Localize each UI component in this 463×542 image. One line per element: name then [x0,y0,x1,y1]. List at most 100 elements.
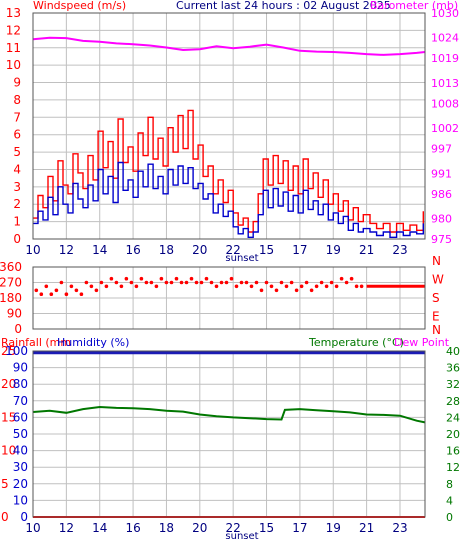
barometer-tick-0: 975 [431,233,452,246]
panel3-frame [32,350,426,518]
sunset-label-2: sunset [225,531,258,542]
direction-point-1 [39,292,44,297]
direction-point-38 [224,280,229,285]
windspeed-tick-10: 10 [6,58,21,72]
direction-point-4 [54,288,59,293]
direction-point-58 [324,284,329,289]
p1-x-label-3: 16 [125,243,140,257]
compass-label-4: N [432,323,441,337]
humidity-tick-10: 100 [5,344,28,358]
p1-x-label-8: 17 [292,243,307,257]
p3-x-label-10: 21 [359,521,374,535]
direction-point-11 [89,284,94,289]
direction-point-52 [294,288,299,293]
direction-point-35 [209,280,214,285]
windspeed-tick-3: 3 [13,180,21,194]
sunset-label-1: sunset [225,253,258,264]
windspeed-tick-4: 4 [13,162,21,176]
direction-point-17 [119,284,124,289]
direction-point-57 [319,280,324,285]
humidity-tick-3: 30 [13,460,28,474]
direction-point-47 [269,284,274,289]
windspeed-tick-12: 12 [6,23,21,37]
direction-point-45 [259,288,264,293]
p3-x-label-6: 22 [226,521,241,535]
direction-point-6 [64,292,69,297]
direction-point-12 [94,288,99,293]
compass-label-0: N [432,254,441,268]
temperature-tick-1: 4 [446,494,453,507]
direction-point-44 [254,280,259,285]
windspeed-tick-9: 9 [13,76,21,90]
p3-x-label-0: 10 [25,521,40,535]
temperature-series [32,405,426,424]
direction-point-25 [159,276,164,281]
direction-point-59 [329,280,334,285]
humidity-tick-6: 60 [13,410,28,424]
rainfall-tick-4: 20 [1,377,16,391]
p3-x-label-2: 14 [92,521,107,535]
direction-degree-tick-3: 270 [0,276,22,290]
direction-point-7 [69,284,74,289]
rainfall-tick-1: 5 [1,477,9,491]
barometer-tick-labels: 975 980 986 991 997 1002 1008 1013 1019 1024 1030 [431,7,459,246]
p3-x-label-9: 19 [326,521,341,535]
direction-point-9 [79,292,84,297]
direction-degree-tick-2: 180 [0,291,22,305]
direction-point-26 [164,280,169,285]
p3-x-label-1: 12 [59,521,74,535]
direction-point-51 [289,280,294,285]
p3-x-label-11: 23 [392,521,407,535]
direction-point-33 [199,280,204,285]
dewpoint-title: Dew Point [394,336,450,349]
panel1-x-tick-labels: 10 12 14 16 18 20 22 15 17 19 21 23 [25,243,407,257]
direction-point-48 [274,288,279,293]
p1-x-label-2: 14 [92,243,107,257]
direction-point-41 [239,280,244,285]
direction-point-63 [349,276,354,281]
windspeed-axis-title: Windspeed (m/s) [33,0,126,12]
direction-point-14 [104,284,109,289]
temperature-axis-title: Temperature (°C) [308,336,404,349]
rainfall-axis-title: Rainfall (mm [1,336,71,349]
direction-point-24 [154,284,159,289]
direction-degree-tick-4: 360 [0,260,22,274]
wind-direction-series [34,276,425,297]
windspeed-tick-2: 2 [13,197,21,211]
barometer-tick-9: 1024 [431,32,459,45]
barometer-tick-4: 997 [431,143,452,156]
barometer-tick-8: 1019 [431,52,459,65]
direction-point-29 [179,280,184,285]
rainfall-tick-labels: 0 5 10 15 20 25 [1,344,16,524]
direction-point-2 [44,284,49,289]
rainfall-tick-2: 10 [1,444,16,458]
humidity-tick-9: 90 [13,361,28,375]
p1-x-label-10: 21 [359,243,374,257]
barometer-series [32,36,426,56]
humidity-tick-1: 10 [13,493,28,507]
direction-point-61 [339,276,344,281]
panel1-frame [32,12,426,240]
chart-title: Current last 24 hours : 02 August 2025 [176,0,391,12]
humidity-axis-title: Humidity (%) [57,336,129,349]
direction-point-5 [59,280,64,285]
direction-point-37 [219,280,224,285]
windspeed-tick-7: 7 [13,110,21,124]
p3-x-label-4: 18 [159,521,174,535]
direction-point-23 [149,280,154,285]
p3-x-label-5: 20 [192,521,207,535]
barometer-line [32,36,426,56]
humidity-tick-4: 40 [13,444,28,458]
p3-x-label-7: 15 [259,521,274,535]
direction-degree-tick-0: 0 [14,322,22,336]
humidity-tick-5: 50 [13,427,28,441]
direction-point-31 [189,276,194,281]
p1-x-label-11: 23 [392,243,407,257]
wind-average-line [33,161,424,238]
direction-point-49 [279,280,284,285]
